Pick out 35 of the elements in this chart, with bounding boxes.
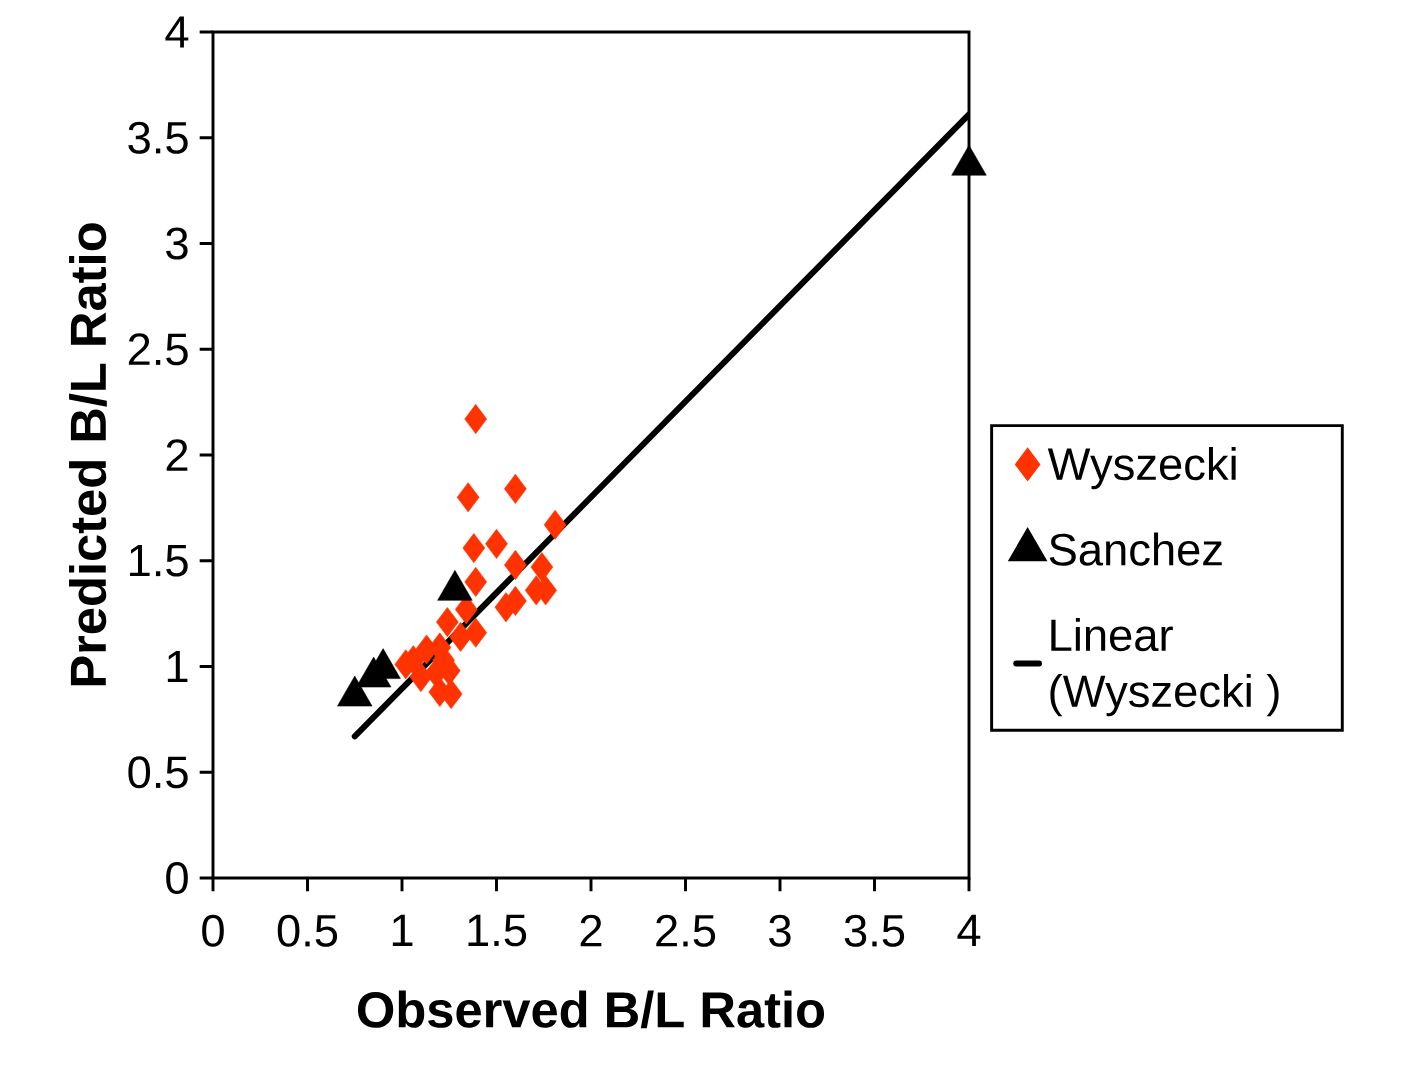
point: [464, 404, 487, 434]
point: [543, 509, 567, 540]
x-tick-label: 0: [202, 914, 224, 947]
x-tick-label: 2: [580, 914, 602, 947]
x-tick-label: 3: [769, 914, 791, 947]
x-tick-label: 4: [957, 914, 981, 946]
y-tick-label: 0: [166, 861, 188, 895]
point: [462, 533, 486, 563]
y-axis-title: Predicted B/L Ratio: [69, 223, 107, 686]
x-tick-label: 0.5: [277, 914, 338, 947]
x-axis-title: Observed B/L Ratio: [357, 990, 825, 1029]
y-tick-label: 1.5: [130, 544, 188, 577]
y-tick-label: 2: [166, 439, 188, 471]
point: [464, 617, 487, 648]
point: [449, 621, 472, 652]
x-tick-label: 2.5: [656, 914, 716, 947]
x-tick-label: 1: [392, 914, 413, 946]
x-tick-label: 3.5: [844, 914, 905, 947]
x-tick-label: 1.5: [468, 914, 527, 947]
point: [530, 552, 554, 583]
legend-label: Wyszecki: [1047, 446, 1236, 490]
legend-label: Sanchez: [1049, 532, 1222, 566]
y-tick-label: 4: [165, 16, 189, 48]
y-tick-label: 0.5: [128, 756, 188, 789]
point: [436, 607, 459, 638]
point: [464, 566, 487, 597]
point: [456, 482, 480, 513]
point: [485, 528, 508, 559]
y-tick-label: 1: [167, 650, 188, 683]
point: [504, 473, 527, 504]
y-tick-label: 3: [166, 227, 188, 260]
point: [504, 550, 527, 580]
legend-label: Linear (Wyszecki ): [1050, 617, 1279, 717]
y-tick-label: 2.5: [128, 333, 188, 366]
y-tick-label: 3.5: [128, 121, 188, 154]
